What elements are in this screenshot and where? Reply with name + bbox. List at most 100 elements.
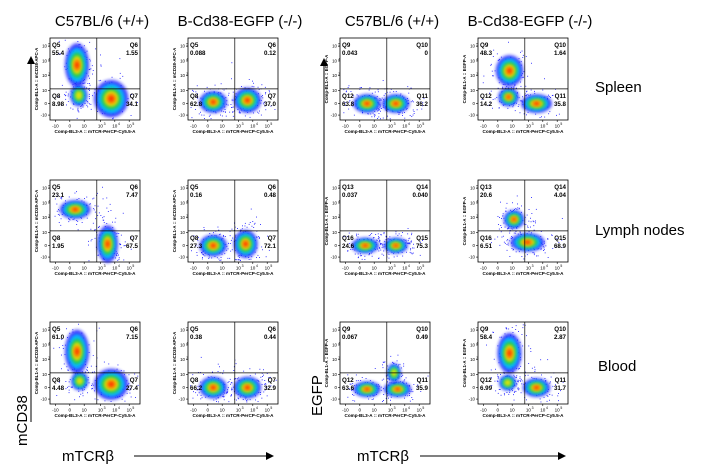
density-cloud <box>490 195 563 260</box>
x-tick-label: 10 <box>250 266 256 271</box>
y-tick-label: -10 <box>179 397 186 402</box>
x-tick-exponent: 5 <box>560 264 562 268</box>
x-tick-label: 10 <box>220 266 226 271</box>
y-tick-exponent: 4 <box>476 199 478 203</box>
plot-y-label: Comp-BL1-A :: mCD38-APC-A <box>172 189 177 252</box>
plot-y-label: Comp-BL1-A :: mCD38-APC-A <box>34 47 39 110</box>
plot-y-label: Comp-BL1-A :: mCD38-APC-A <box>172 331 177 394</box>
quadrant-percent: 27.3 <box>190 243 203 250</box>
x-tick-exponent: 3 <box>394 406 396 410</box>
x-tick-label: 10 <box>526 124 532 129</box>
x-tick-label: 10 <box>555 266 561 271</box>
plot-x-label: Comp-BL3-A :: mTCR-PerCP-Cy5.5-A <box>483 129 565 134</box>
plot-x-label: Comp-BL3-A :: mTCR-PerCP-Cy5.5-A <box>345 129 427 134</box>
column-header-3: C57BL/6 (+/+) <box>345 13 439 30</box>
quadrant-percent: 63.8 <box>342 101 355 108</box>
quadrant-id: Q10 <box>554 326 566 333</box>
y-tick-label: -10 <box>469 255 476 260</box>
x-tick-label: 0 <box>207 408 210 413</box>
x-tick-label: 10 <box>526 266 532 271</box>
y-tick-label: 10 <box>332 215 337 220</box>
y-tick-label: 10 <box>180 44 185 49</box>
x-tick-label: 10 <box>220 408 226 413</box>
y-tick-label: 10 <box>42 200 47 205</box>
y-tick-exponent: 5 <box>186 327 188 331</box>
quadrant-id: Q15 <box>554 235 566 242</box>
quadrant-id: Q5 <box>52 184 61 191</box>
quadrant-percent: 75.3 <box>416 243 429 250</box>
quadrant-id: Q10 <box>416 326 428 333</box>
x-tick-label: 10 <box>236 408 242 413</box>
y-tick-exponent: 3 <box>186 72 188 76</box>
y-tick-label: 10 <box>332 357 337 362</box>
x-tick-exponent: 5 <box>560 122 562 126</box>
x-tick-label: 10 <box>82 408 88 413</box>
density-cloud <box>343 228 423 260</box>
x-tick-label: 10 <box>372 266 378 271</box>
density-cloud <box>486 324 564 403</box>
x-tick-label: -10 <box>480 124 487 129</box>
y-tick-label: -10 <box>331 113 338 118</box>
y-tick-label: 10 <box>180 73 185 78</box>
quadrant-id: Q8 <box>190 377 199 384</box>
plot-y-label: Comp-BL1-A :: EGFP-A <box>462 338 467 387</box>
y-tick-label: 10 <box>180 328 185 333</box>
quadrant-id: Q7 <box>268 235 277 242</box>
x-tick-label: -10 <box>52 124 59 129</box>
x-tick-exponent: 5 <box>132 264 134 268</box>
density-cloud <box>190 62 276 120</box>
quadrant-percent: 62.8 <box>190 101 203 108</box>
quadrant-percent: 68.9 <box>554 243 567 250</box>
x-tick-exponent: 3 <box>242 406 244 410</box>
x-tick-label: -10 <box>190 408 197 413</box>
quadrant-percent: 14.2 <box>480 101 493 108</box>
quadrant-percent: 31.7 <box>554 385 567 392</box>
quadrant-id: Q12 <box>342 93 354 100</box>
quadrant-percent: 63.6 <box>342 385 355 392</box>
y-tick-label: 10 <box>470 328 475 333</box>
quadrant-id: Q6 <box>268 42 277 49</box>
y-tick-label: 10 <box>470 230 475 235</box>
y-tick-exponent: 3 <box>476 214 478 218</box>
quadrant-percent: 23.1 <box>52 192 65 199</box>
quadrant-id: Q6 <box>268 326 277 333</box>
y-tick-exponent: 5 <box>48 43 50 47</box>
x-tick-exponent: 5 <box>132 122 134 126</box>
y-tick-label: 10 <box>470 200 475 205</box>
density-cloud <box>54 186 132 263</box>
x-tick-exponent: 5 <box>422 406 424 410</box>
quadrant-percent: 0.48 <box>264 192 277 199</box>
y-tick-label: 0 <box>45 243 48 248</box>
x-tick-label: 0 <box>69 124 72 129</box>
quadrant-id: Q5 <box>52 42 61 49</box>
y-tick-exponent: 4 <box>48 199 50 203</box>
x-tick-label: -10 <box>342 266 349 271</box>
quadrant-percent: 0.49 <box>416 334 429 341</box>
x-tick-exponent: 4 <box>118 122 120 126</box>
y-tick-label: 10 <box>332 342 337 347</box>
quadrant-id: Q11 <box>555 93 567 100</box>
y-tick-label: -10 <box>331 255 338 260</box>
quadrant-percent: 20.6 <box>480 192 493 199</box>
x-tick-exponent: 4 <box>546 264 548 268</box>
x-tick-label: 10 <box>510 124 516 129</box>
x-tick-label: 10 <box>236 266 242 271</box>
y-tick-label: 0 <box>335 385 338 390</box>
y-tick-label: 10 <box>332 186 337 191</box>
column-header-2: B-Cd38-EGFP (-/-) <box>178 13 303 30</box>
x-tick-exponent: 3 <box>532 406 534 410</box>
quadrant-percent: 0.16 <box>190 192 203 199</box>
quadrant-percent: 4.04 <box>554 192 567 199</box>
x-tick-label: -10 <box>52 266 59 271</box>
y-tick-label: 10 <box>332 200 337 205</box>
plot-y-label: Comp-BL1-A :: EGFP-A <box>462 54 467 103</box>
y-tick-label: 0 <box>45 101 48 106</box>
row-label-spleen: Spleen <box>595 79 642 96</box>
quadrant-id: Q14 <box>416 184 428 191</box>
y-tick-label: 10 <box>180 215 185 220</box>
quadrant-percent: 32.9 <box>264 385 277 392</box>
